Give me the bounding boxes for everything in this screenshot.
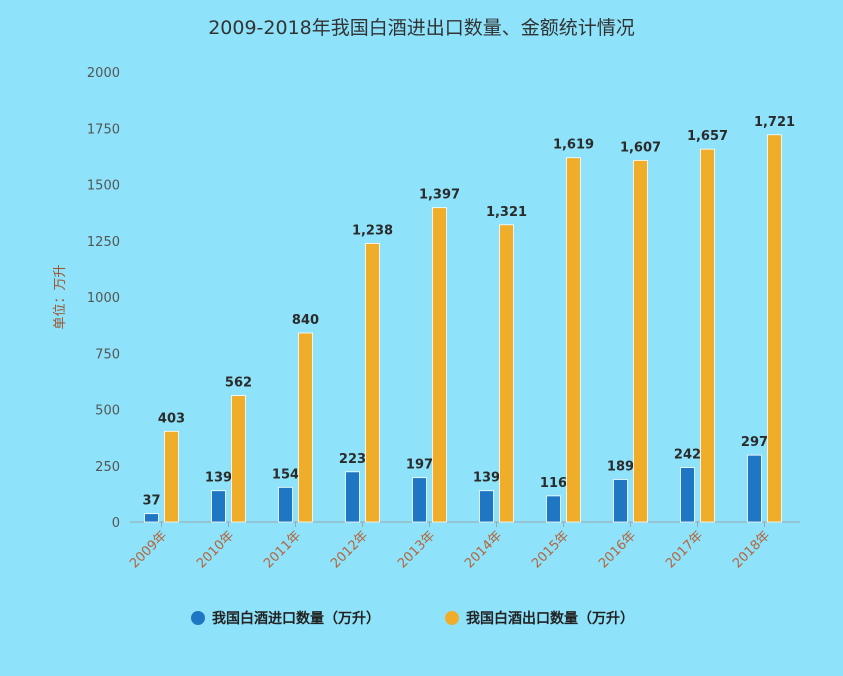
bar-export: [231, 395, 246, 523]
data-label-export: 1,321: [486, 205, 527, 220]
data-label-import: 37: [142, 494, 160, 509]
x-tick-label: 2010年: [194, 528, 237, 571]
data-label-import: 189: [607, 459, 634, 474]
x-tick-label: 2016年: [596, 528, 639, 571]
legend-label-import: 我国白酒进口数量（万升）: [212, 610, 380, 627]
x-tick-label: 2018年: [730, 528, 773, 571]
x-tick-label: 2012年: [328, 528, 371, 571]
bar-export: [767, 134, 782, 523]
x-tick-label: 2009年: [127, 528, 170, 571]
bar-import: [479, 490, 494, 523]
y-tick-label: 1500: [87, 179, 120, 194]
y-tick-label: 1000: [87, 291, 120, 306]
y-tick-label: 2000: [87, 66, 120, 81]
bar-export: [700, 148, 715, 523]
data-label-import: 223: [339, 452, 366, 467]
y-tick-label: 0: [112, 516, 120, 531]
legend-label-export: 我国白酒出口数量（万升）: [466, 610, 634, 627]
bar-import: [613, 479, 628, 523]
bar-export: [432, 207, 447, 523]
bar-export: [298, 332, 313, 523]
y-tick-label: 750: [95, 347, 120, 362]
y-tick-label: 500: [95, 404, 120, 419]
legend-marker-import: [191, 611, 205, 625]
data-label-export: 1,397: [419, 188, 460, 203]
y-tick-label: 1750: [87, 122, 120, 137]
data-label-import: 154: [272, 467, 299, 482]
bar-export: [365, 243, 380, 523]
y-tick-label: 1250: [87, 235, 120, 250]
y-axis-label: 单位：万升: [53, 264, 68, 329]
bar-import: [680, 467, 695, 523]
data-label-export: 840: [292, 313, 319, 328]
bar-import: [345, 471, 360, 523]
data-label-export: 1,619: [553, 138, 594, 153]
data-label-export: 562: [225, 376, 252, 391]
x-tick-label: 2017年: [663, 528, 706, 571]
bar-export: [499, 224, 514, 523]
data-label-import: 116: [540, 476, 567, 491]
bar-export: [633, 160, 648, 523]
data-label-export: 1,657: [687, 129, 728, 144]
data-label-import: 139: [473, 471, 500, 486]
bar-import: [747, 454, 762, 523]
data-label-import: 197: [406, 458, 433, 473]
bar-export: [164, 430, 179, 523]
legend-marker-export: [445, 611, 459, 625]
x-tick-label: 2014年: [462, 528, 505, 571]
x-tick-label: 2013年: [395, 528, 438, 571]
data-label-import: 139: [205, 471, 232, 486]
x-tick-label: 2015年: [529, 528, 572, 571]
data-label-export: 403: [158, 411, 185, 426]
bar-import: [144, 513, 159, 523]
bar-import: [211, 490, 226, 523]
chart-title: 2009-2018年我国白酒进出口数量、金额统计情况: [208, 17, 635, 39]
x-tick-label: 2011年: [261, 528, 304, 571]
bar-import: [412, 477, 427, 523]
y-tick-label: 250: [95, 460, 120, 475]
data-label-export: 1,721: [754, 115, 795, 130]
data-label-import: 297: [741, 435, 768, 450]
data-label-export: 1,607: [620, 140, 661, 155]
bar-import: [278, 486, 293, 523]
data-label-import: 242: [674, 448, 701, 463]
data-label-export: 1,238: [352, 223, 393, 238]
bar-export: [566, 157, 581, 523]
bar-import: [546, 495, 561, 523]
